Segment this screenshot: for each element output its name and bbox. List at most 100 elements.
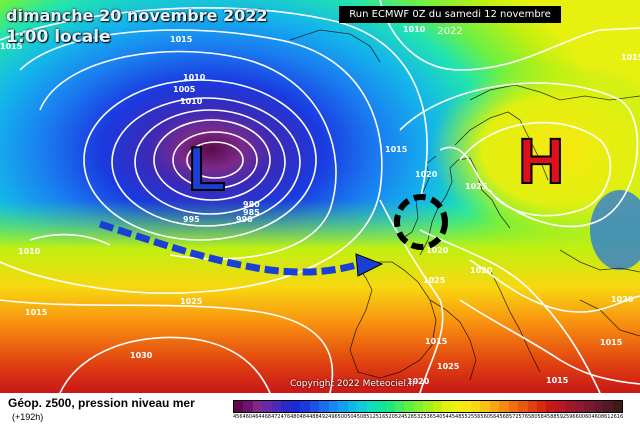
legend-swatch bbox=[234, 401, 244, 412]
run-label: Run ECMWF 0Z du samedi 12 novembre 2022 bbox=[339, 6, 561, 37]
legend-label: 584 bbox=[537, 414, 548, 420]
isobar-label: 1005 bbox=[173, 85, 196, 94]
legend-label: 596 bbox=[566, 414, 576, 420]
isobar-label: 1010 bbox=[180, 97, 203, 106]
legend-label: 504 bbox=[347, 414, 357, 420]
legend-swatch bbox=[271, 401, 282, 412]
isobar-labels: 1015 1010 1005 1010 1015 995 985 990 980… bbox=[0, 25, 640, 386]
legend-swatch bbox=[319, 401, 329, 412]
legend-label: 532 bbox=[413, 414, 424, 420]
isobar-label: 1020 bbox=[415, 170, 438, 179]
isobar-label: 1020 bbox=[470, 266, 493, 275]
legend-swatch bbox=[366, 401, 377, 412]
legend-label: 476 bbox=[280, 414, 291, 420]
legend-swatch bbox=[584, 401, 594, 412]
isobar-label: 1015 bbox=[25, 308, 48, 317]
forecast-date: dimanche 20 novembre 2022 bbox=[6, 6, 268, 25]
isobar-label: 1015 bbox=[546, 376, 569, 385]
legend-swatch bbox=[442, 401, 452, 412]
legend-label: 508 bbox=[356, 414, 367, 420]
legend-label: 604 bbox=[585, 414, 595, 420]
legend-swatch bbox=[394, 401, 405, 412]
legend-swatch bbox=[309, 401, 320, 412]
legend-label: 540 bbox=[432, 414, 443, 420]
isobar-label: 1025 bbox=[423, 276, 446, 285]
isobar-label: 1025 bbox=[180, 297, 203, 306]
flow-arrow-head-icon bbox=[355, 253, 384, 277]
legend-label: 480 bbox=[290, 414, 300, 420]
legend-label: 556 bbox=[470, 414, 481, 420]
legend-label: 592 bbox=[556, 414, 567, 420]
forecast-time: 1:00 locale bbox=[6, 27, 111, 47]
legend-swatch bbox=[262, 401, 272, 412]
isobar-label: 1015 bbox=[170, 35, 193, 44]
legend-label: 564 bbox=[489, 414, 500, 420]
legend-swatch bbox=[376, 401, 386, 412]
legend-label: 580 bbox=[527, 414, 538, 420]
product-title: Géop. z500, pression niveau mer bbox=[8, 396, 195, 410]
legend-label: 464 bbox=[252, 414, 262, 420]
isobar-label: 1010 bbox=[183, 73, 206, 82]
isobar-label: 1020 bbox=[426, 246, 449, 255]
legend-swatch bbox=[537, 401, 547, 412]
legend-label: 568 bbox=[499, 414, 509, 420]
legend-swatch bbox=[413, 401, 424, 412]
legend-label: 576 bbox=[518, 414, 528, 420]
legend-swatch bbox=[612, 401, 623, 412]
legend-label: 544 bbox=[442, 414, 452, 420]
legend-label: 520 bbox=[385, 414, 395, 420]
legend-swatch bbox=[290, 401, 301, 412]
legend-swatch bbox=[243, 401, 253, 412]
legend-label: 616 bbox=[613, 414, 624, 420]
legend-swatch bbox=[546, 401, 556, 412]
legend-swatch bbox=[281, 401, 291, 412]
legend-label: 560 bbox=[480, 414, 490, 420]
isobar-label: 1015 bbox=[425, 337, 448, 346]
isobars bbox=[0, 0, 640, 393]
legend-swatch bbox=[489, 401, 500, 412]
legend-label: 552 bbox=[461, 414, 471, 420]
high-pressure-symbol: H bbox=[518, 125, 564, 197]
low-pressure-symbol: L bbox=[188, 135, 226, 204]
legend-swatch bbox=[499, 401, 509, 412]
legend-swatch bbox=[385, 401, 395, 412]
legend-label: 536 bbox=[423, 414, 433, 420]
isobar-label: 1020 bbox=[407, 377, 430, 386]
legend-swatch bbox=[300, 401, 310, 412]
isobar-label: 980 bbox=[243, 200, 260, 209]
isobar-label: 990 bbox=[236, 215, 253, 224]
east-trough-field bbox=[590, 190, 640, 270]
legend-label: 488 bbox=[309, 414, 319, 420]
legend-swatch bbox=[347, 401, 358, 412]
legend-label: 492 bbox=[318, 414, 329, 420]
legend-swatch bbox=[565, 401, 575, 412]
isobar-label: 1010 bbox=[403, 25, 426, 34]
legend-label: 548 bbox=[451, 414, 462, 420]
isobar-label: 1015 bbox=[621, 53, 640, 62]
legend-label: 600 bbox=[575, 414, 586, 420]
legend-swatch bbox=[252, 401, 263, 412]
legend-swatch bbox=[555, 401, 566, 412]
isobar-label: 985 bbox=[243, 208, 260, 217]
legend-label: 524 bbox=[394, 414, 405, 420]
weather-map: 1015 1010 1005 1010 1015 995 985 990 980… bbox=[0, 0, 640, 393]
copyright-text: Copyright 2022 Meteociel.fr bbox=[290, 379, 416, 389]
legend-label: 456 bbox=[233, 414, 243, 420]
legend-swatch bbox=[527, 401, 537, 412]
legend-swatch bbox=[404, 401, 414, 412]
legend-swatch bbox=[328, 401, 339, 412]
legend-label: 472 bbox=[271, 414, 281, 420]
legend-swatch bbox=[423, 401, 433, 412]
isobar-label: 1020 bbox=[611, 295, 634, 304]
legend-label: 512 bbox=[366, 414, 376, 420]
legend-swatch bbox=[461, 401, 471, 412]
highlight-circle bbox=[394, 194, 448, 250]
isobar-label: 995 bbox=[183, 215, 200, 224]
legend-swatch bbox=[603, 401, 613, 412]
isobar-label: 1015 bbox=[600, 338, 623, 347]
isobar-label: 1010 bbox=[18, 247, 41, 256]
legend-swatch bbox=[574, 401, 585, 412]
lead-time: (+192h) bbox=[12, 412, 44, 422]
legend-label: 588 bbox=[547, 414, 557, 420]
